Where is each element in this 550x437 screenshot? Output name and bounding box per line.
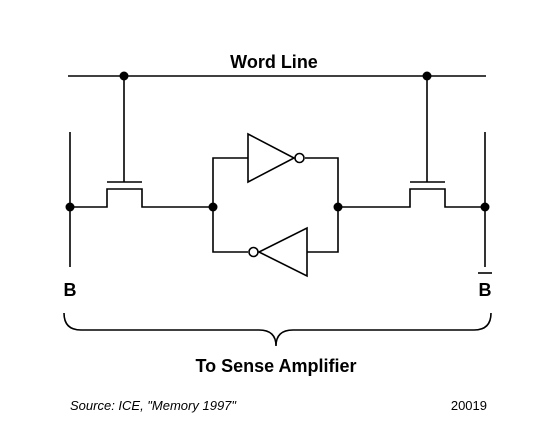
inverter-bottom-triangle bbox=[257, 226, 308, 278]
figure-number: 20019 bbox=[451, 398, 487, 413]
bit-line-right-junction bbox=[480, 202, 490, 212]
inverter-top-bubble bbox=[294, 152, 305, 164]
inverter-bottom bbox=[248, 226, 308, 278]
cross-coupled-inverters bbox=[208, 132, 343, 278]
right-channel bbox=[338, 188, 485, 208]
inverter-top-triangle bbox=[247, 132, 296, 184]
sense-amp-brace bbox=[63, 312, 492, 347]
storage-node-left bbox=[208, 202, 218, 212]
right-access-transistor bbox=[338, 76, 485, 208]
sense-amplifier-label: To Sense Amplifier bbox=[195, 356, 356, 376]
left-access-transistor bbox=[70, 76, 213, 208]
inverter-top bbox=[247, 132, 305, 184]
loop-left-side bbox=[212, 157, 248, 253]
source-credit: Source: ICE, "Memory 1997" bbox=[70, 398, 237, 413]
inverter-bottom-bubble bbox=[248, 246, 259, 258]
storage-node-right bbox=[333, 202, 343, 212]
loop-right-side bbox=[305, 157, 339, 253]
bit-line-left-junction bbox=[65, 202, 75, 212]
left-channel bbox=[70, 188, 213, 208]
bit-line-left-label: B bbox=[64, 280, 77, 300]
bit-line-right-label: B bbox=[479, 280, 492, 300]
word-line-label: Word Line bbox=[230, 52, 318, 72]
